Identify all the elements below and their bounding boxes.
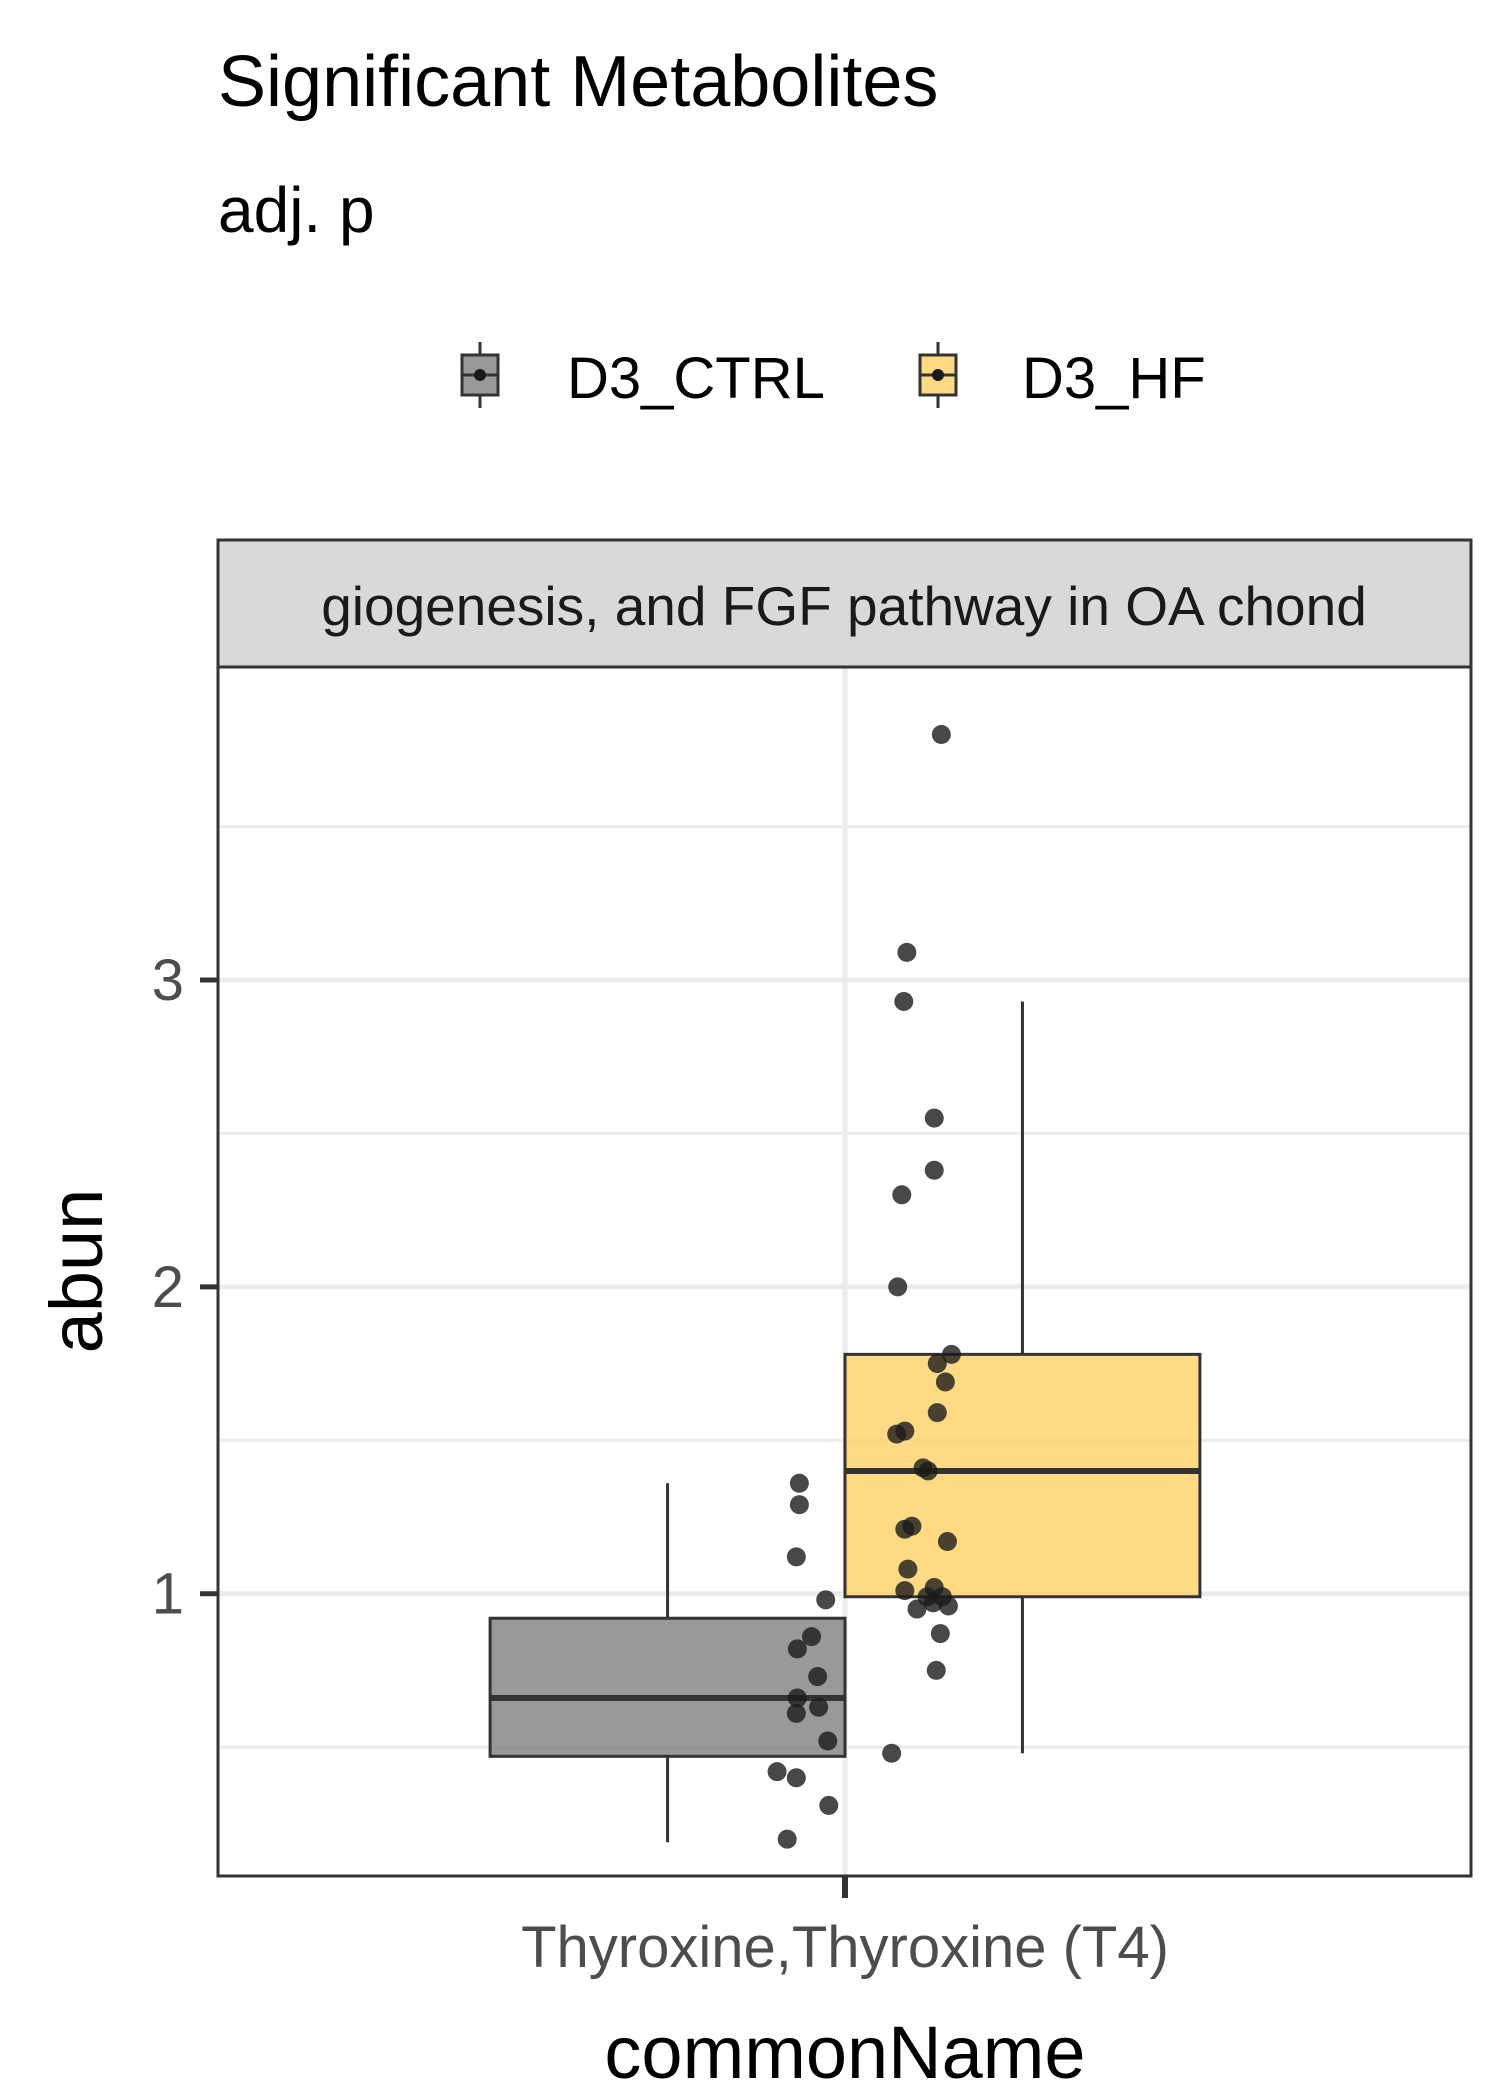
- data-point: [888, 1277, 908, 1297]
- data-point: [895, 1519, 915, 1539]
- y-axis: 1 2 3: [152, 948, 218, 1627]
- data-point: [923, 1593, 943, 1613]
- data-point: [786, 1547, 806, 1567]
- data-point: [930, 1624, 950, 1644]
- data-point: [819, 1795, 839, 1815]
- data-point: [898, 1559, 918, 1579]
- data-point: [926, 1660, 946, 1680]
- box-iqr: [843, 1352, 1202, 1599]
- data-points: [767, 725, 961, 1849]
- data-point: [887, 1424, 907, 1444]
- data-point: [786, 1768, 806, 1788]
- data-point: [927, 1403, 947, 1423]
- data-point: [882, 1743, 902, 1763]
- data-point: [897, 942, 917, 962]
- data-point: [931, 725, 951, 745]
- legend-key-d3-ctrl: [460, 342, 500, 408]
- facet-label: giogenesis, and FGF pathway in OA chond: [321, 575, 1367, 637]
- chart-subtitle: adj. p: [218, 174, 375, 246]
- legend: D3_CTRL D3_HF: [460, 342, 1206, 411]
- box-iqr: [488, 1616, 847, 1758]
- legend-key-d3-hf: [918, 342, 958, 408]
- data-point: [789, 1495, 809, 1515]
- x-tick-label: Thyroxine,Thyroxine (T4): [521, 1915, 1169, 1980]
- data-point: [789, 1473, 809, 1493]
- y-axis-title: abun: [35, 1189, 118, 1354]
- facet-strip: giogenesis, and FGF pathway in OA chond: [216, 538, 1473, 669]
- boxplot-d3-hf: [843, 1001, 1202, 1754]
- x-axis-title: commonName: [604, 2011, 1085, 2094]
- data-point: [787, 1639, 807, 1659]
- data-point: [924, 1108, 944, 1128]
- y-tick-label: 3: [152, 948, 184, 1013]
- data-point: [938, 1596, 958, 1616]
- y-tick-label: 2: [152, 1255, 184, 1320]
- data-point: [924, 1160, 944, 1180]
- data-point: [918, 1461, 938, 1481]
- legend-label-d3-hf: D3_HF: [1022, 346, 1206, 411]
- data-point: [808, 1667, 828, 1687]
- plot-panel: [216, 665, 1473, 1878]
- legend-label-d3-ctrl: D3_CTRL: [567, 346, 825, 411]
- x-axis: Thyroxine,Thyroxine (T4): [521, 1876, 1169, 1980]
- data-point: [809, 1697, 829, 1717]
- data-point: [786, 1703, 806, 1723]
- data-point: [767, 1762, 787, 1782]
- chart-title: Significant Metabolites: [218, 42, 938, 122]
- boxplots: [488, 1001, 1202, 1843]
- data-point: [818, 1731, 838, 1751]
- data-point: [787, 1688, 807, 1708]
- data-point: [816, 1590, 836, 1610]
- data-point: [895, 1581, 915, 1601]
- data-point: [892, 1185, 912, 1205]
- data-point: [941, 1344, 961, 1364]
- y-tick-label: 1: [152, 1562, 184, 1627]
- boxplot-d3-ctrl: [488, 1483, 847, 1843]
- data-point: [777, 1829, 797, 1849]
- data-point: [937, 1532, 957, 1552]
- data-point: [927, 1354, 947, 1374]
- data-point: [935, 1372, 955, 1392]
- data-point: [894, 991, 914, 1011]
- data-point: [907, 1599, 927, 1619]
- data-point: [802, 1627, 822, 1647]
